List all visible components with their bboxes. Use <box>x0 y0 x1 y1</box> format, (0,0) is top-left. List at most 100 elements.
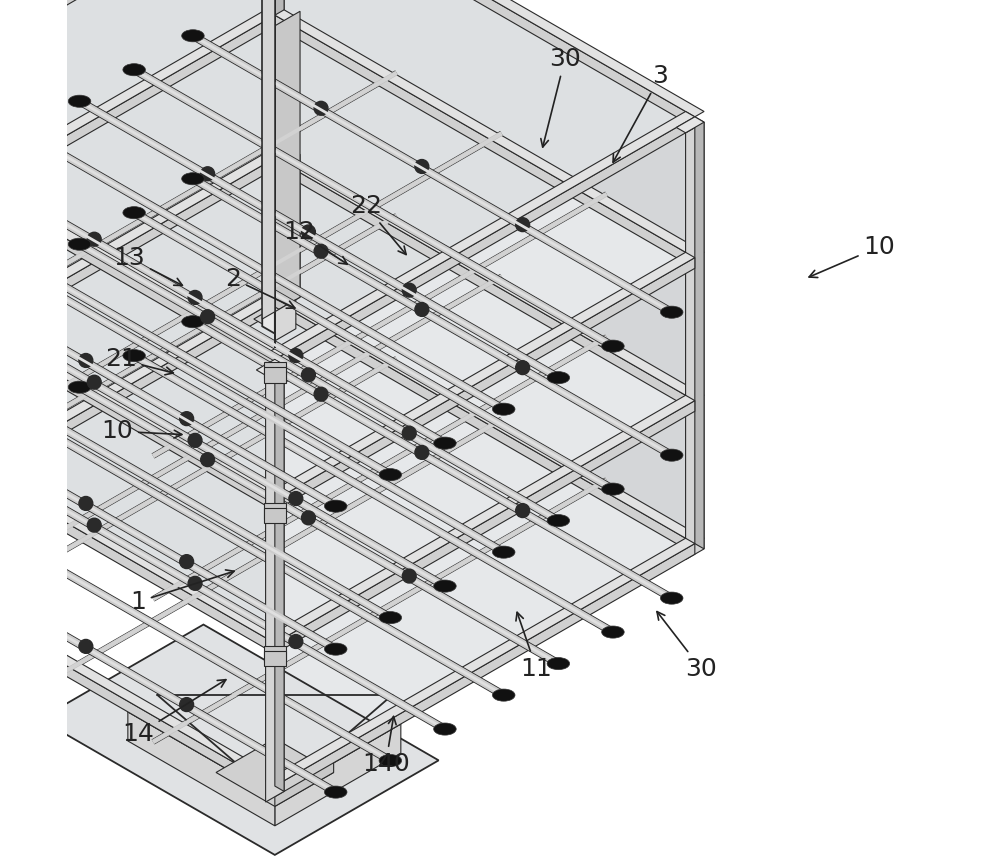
Text: 10: 10 <box>101 419 182 443</box>
Circle shape <box>302 368 315 382</box>
Polygon shape <box>254 307 296 331</box>
Polygon shape <box>266 112 695 359</box>
Circle shape <box>302 225 315 239</box>
Polygon shape <box>275 300 296 341</box>
Polygon shape <box>0 401 275 654</box>
Bar <box>264 367 286 383</box>
Polygon shape <box>686 122 704 559</box>
Polygon shape <box>275 411 695 797</box>
Polygon shape <box>266 395 695 643</box>
Text: 10: 10 <box>809 235 895 277</box>
Circle shape <box>415 159 429 173</box>
Polygon shape <box>0 0 275 117</box>
Polygon shape <box>275 0 695 268</box>
Polygon shape <box>262 0 275 333</box>
Text: 21: 21 <box>105 347 173 375</box>
Polygon shape <box>262 0 275 312</box>
Ellipse shape <box>492 546 515 559</box>
Circle shape <box>314 101 328 115</box>
Ellipse shape <box>602 340 624 352</box>
Polygon shape <box>0 395 284 643</box>
Polygon shape <box>275 724 401 826</box>
Ellipse shape <box>182 315 204 327</box>
Polygon shape <box>275 117 695 370</box>
Ellipse shape <box>182 172 204 184</box>
Circle shape <box>402 283 416 297</box>
Ellipse shape <box>434 723 456 735</box>
Ellipse shape <box>123 64 145 76</box>
Polygon shape <box>0 10 275 258</box>
Ellipse shape <box>324 501 347 513</box>
Bar <box>264 507 286 523</box>
Circle shape <box>516 217 530 231</box>
Ellipse shape <box>324 786 347 798</box>
Circle shape <box>289 349 303 363</box>
Polygon shape <box>0 258 275 511</box>
Polygon shape <box>695 117 704 549</box>
Polygon shape <box>256 359 284 375</box>
Polygon shape <box>266 539 695 786</box>
Ellipse shape <box>14 126 36 139</box>
Circle shape <box>79 353 93 367</box>
Polygon shape <box>676 117 704 132</box>
Circle shape <box>289 492 303 506</box>
Text: 140: 140 <box>362 716 410 776</box>
Polygon shape <box>275 16 695 268</box>
Polygon shape <box>266 0 284 317</box>
Ellipse shape <box>492 404 515 416</box>
Circle shape <box>314 387 328 401</box>
Polygon shape <box>275 154 300 312</box>
Circle shape <box>415 302 429 316</box>
Polygon shape <box>128 712 275 826</box>
Polygon shape <box>0 0 275 127</box>
Ellipse shape <box>602 483 624 495</box>
Text: 2: 2 <box>225 267 295 308</box>
Polygon shape <box>275 753 334 806</box>
Circle shape <box>188 434 202 448</box>
Ellipse shape <box>14 412 36 424</box>
Polygon shape <box>128 707 284 797</box>
Ellipse shape <box>379 754 402 766</box>
Ellipse shape <box>324 643 347 656</box>
Polygon shape <box>0 16 275 268</box>
Ellipse shape <box>68 95 91 107</box>
Text: 3: 3 <box>613 64 668 162</box>
Bar <box>264 362 286 378</box>
Polygon shape <box>0 26 695 511</box>
Polygon shape <box>266 719 401 797</box>
Circle shape <box>87 375 101 389</box>
Circle shape <box>180 411 194 425</box>
Circle shape <box>314 244 328 258</box>
Polygon shape <box>0 0 695 370</box>
Polygon shape <box>275 359 284 792</box>
Circle shape <box>516 504 530 518</box>
Bar <box>264 503 286 519</box>
Ellipse shape <box>182 29 204 42</box>
Text: 30: 30 <box>657 611 717 681</box>
Text: 30: 30 <box>541 47 581 147</box>
Polygon shape <box>0 158 275 411</box>
Circle shape <box>402 569 416 583</box>
Polygon shape <box>266 365 284 802</box>
Ellipse shape <box>660 307 683 319</box>
Circle shape <box>201 310 215 324</box>
Circle shape <box>79 639 93 653</box>
Polygon shape <box>0 539 284 786</box>
Circle shape <box>516 361 530 375</box>
Ellipse shape <box>379 469 402 481</box>
Circle shape <box>188 577 202 591</box>
Polygon shape <box>0 301 275 554</box>
Circle shape <box>289 635 303 649</box>
Circle shape <box>402 426 416 440</box>
Ellipse shape <box>660 592 683 604</box>
Polygon shape <box>275 0 704 117</box>
Text: 13: 13 <box>113 246 182 286</box>
Ellipse shape <box>547 514 570 527</box>
Polygon shape <box>0 152 275 401</box>
Ellipse shape <box>492 689 515 701</box>
Polygon shape <box>40 624 439 855</box>
Text: 22: 22 <box>350 194 406 255</box>
Text: 12: 12 <box>283 220 347 264</box>
Ellipse shape <box>660 449 683 462</box>
Polygon shape <box>266 252 695 501</box>
